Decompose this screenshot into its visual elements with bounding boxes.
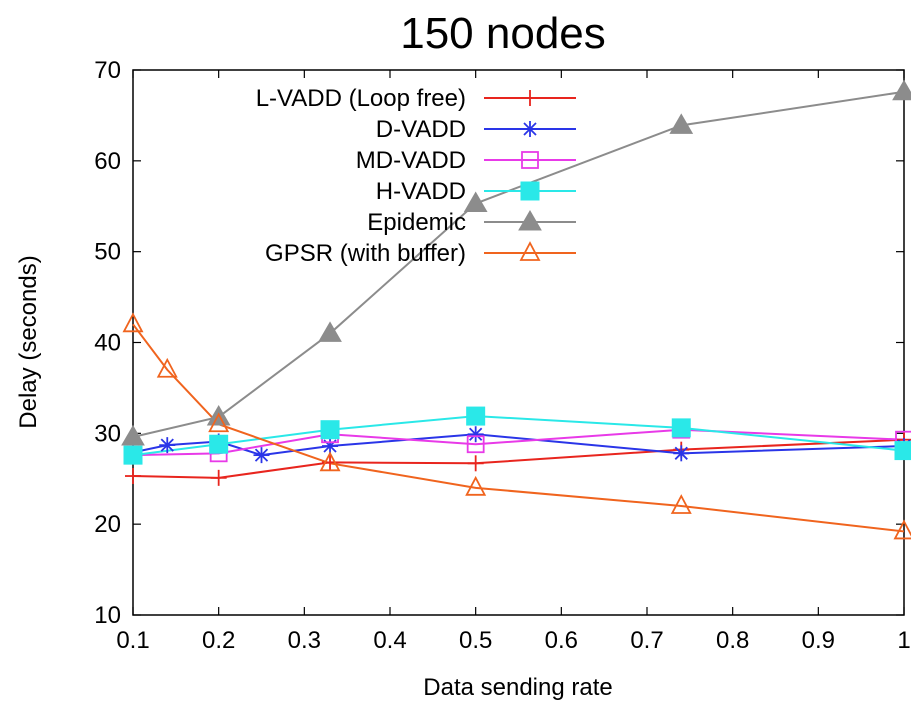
legend-marker [519, 241, 541, 261]
legend-marker [520, 181, 540, 201]
data-point [320, 420, 340, 440]
data-point [673, 445, 690, 462]
data-point [122, 312, 144, 333]
series-line [132, 323, 905, 533]
data-point [463, 191, 488, 213]
x-tick-label: 0.3 [288, 627, 321, 654]
legend-marker [522, 121, 538, 137]
y-tick-label: 60 [94, 148, 121, 175]
chart-title: 150 nodes [400, 9, 606, 58]
legend-label: L-VADD (Loop free) [256, 85, 466, 112]
x-tick-label: 0.4 [373, 627, 406, 654]
series-line [132, 438, 905, 479]
data-point [318, 321, 342, 342]
data-point [209, 434, 229, 454]
axis-ticks: 0.1 0.2 0.3 0.4 0.5 0.6 0.7 0.8 0.9 1 10 20 30 40 50 60… [94, 57, 910, 654]
data-point [123, 445, 143, 465]
plot-frame [132, 69, 905, 616]
legend-marker [522, 90, 538, 106]
y-tick-label: 20 [94, 511, 121, 538]
data-point [156, 357, 178, 378]
legend-marker [521, 151, 539, 169]
data-point [893, 519, 911, 540]
y-tick-label: 30 [94, 420, 121, 447]
legend-label: H-VADD [376, 178, 466, 205]
data-point [208, 412, 230, 433]
data-point [467, 426, 484, 443]
data-point [319, 451, 341, 472]
legend-item: MD-VADD [356, 147, 576, 174]
y-tick-label: 70 [94, 57, 121, 84]
series-lines [132, 90, 905, 533]
x-tick-label: 0.6 [545, 627, 578, 654]
y-tick-label: 10 [94, 602, 121, 629]
data-point [894, 441, 911, 461]
legend-label: GPSR (with buffer) [265, 240, 466, 267]
legend-item: Epidemic [367, 209, 576, 236]
x-tick-label: 0.9 [802, 627, 835, 654]
data-point [669, 113, 694, 134]
legend-item: GPSR (with buffer) [265, 240, 576, 267]
series-markers [121, 79, 911, 540]
data-point [466, 435, 485, 454]
y-axis-label: Delay (seconds) [15, 255, 42, 428]
x-axis-label: Data sending rate [423, 674, 612, 701]
y-tick-label: 40 [94, 330, 121, 357]
data-point [159, 437, 176, 454]
data-point [125, 468, 141, 485]
y-tick-label: 50 [94, 239, 121, 266]
x-tick-label: 1 [897, 627, 910, 654]
legend-item: H-VADD [376, 178, 576, 205]
x-tick-label: 0.5 [459, 627, 492, 654]
data-point [670, 494, 692, 514]
data-point [210, 469, 227, 486]
data-point [466, 406, 486, 426]
data-point [892, 79, 911, 101]
data-point [253, 447, 270, 464]
data-point [671, 418, 691, 438]
data-point [121, 424, 145, 446]
legend-label: D-VADD [376, 116, 466, 143]
legend-marker [518, 210, 542, 231]
legend-item: L-VADD (Loop free) [256, 85, 576, 112]
x-tick-label: 0.2 [202, 627, 235, 654]
legend-item: D-VADD [376, 116, 576, 143]
series-line [132, 90, 905, 438]
legend-label: Epidemic [367, 209, 466, 236]
x-tick-label: 0.8 [716, 627, 749, 654]
x-tick-label: 0.7 [630, 627, 663, 654]
series-line [132, 415, 905, 457]
legend: L-VADD (Loop free) D-VADD MD-VADD H-VADD Epi… [256, 85, 576, 267]
x-tick-label: 0.1 [116, 627, 149, 654]
data-point [465, 475, 487, 496]
legend-label: MD-VADD [356, 147, 466, 174]
data-point [467, 455, 484, 472]
